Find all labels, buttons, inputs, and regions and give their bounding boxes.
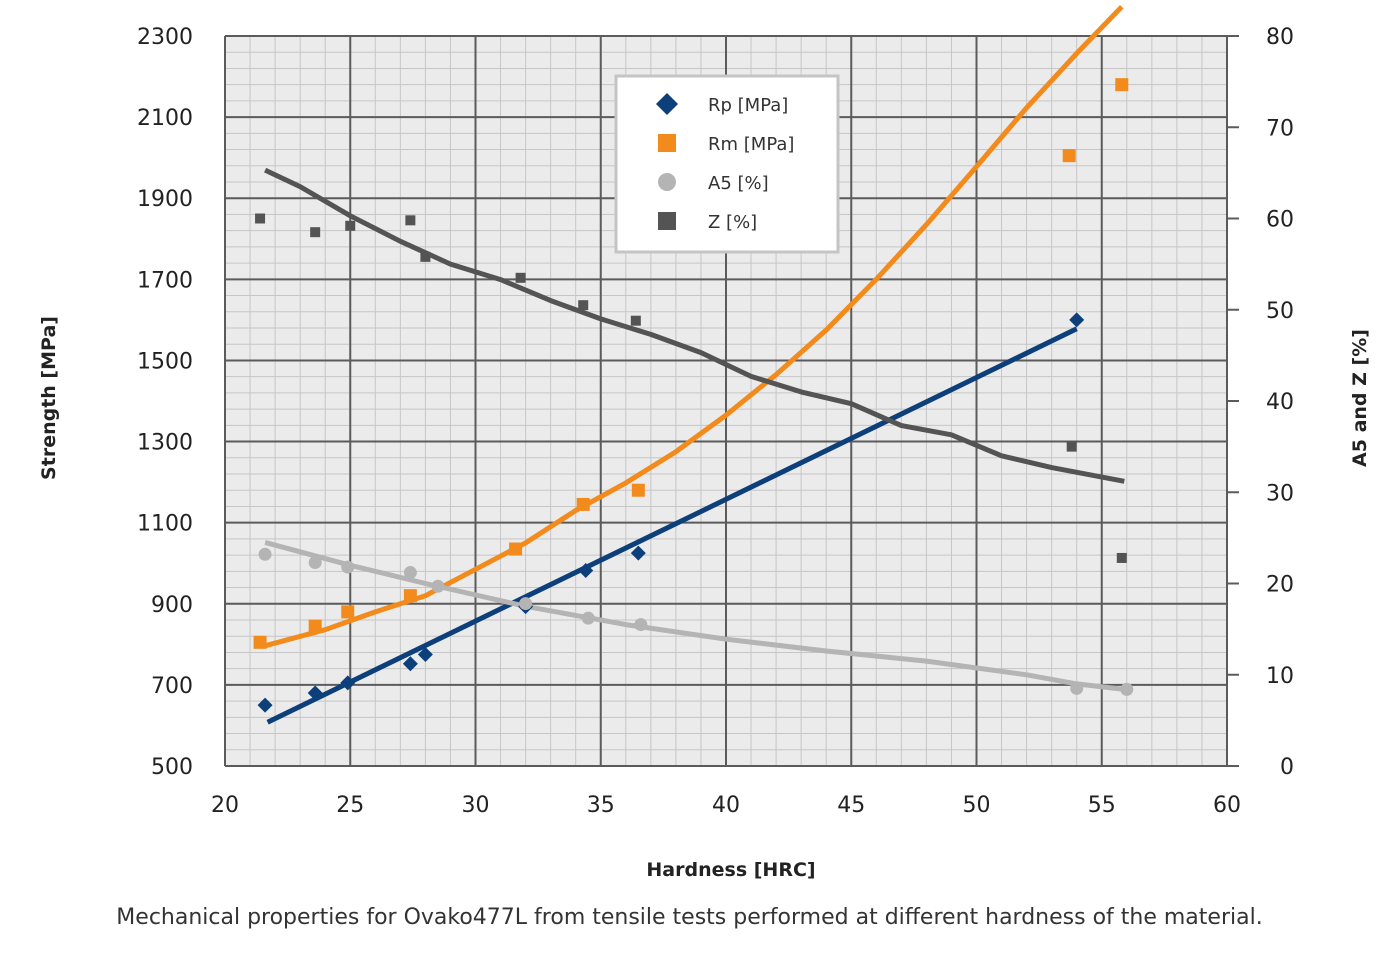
- y2-tick-label: 40: [1266, 390, 1294, 415]
- data-point: [403, 566, 417, 580]
- legend-marker: [658, 212, 676, 230]
- data-point: [578, 300, 589, 311]
- data-point: [253, 635, 267, 649]
- legend-label: Rm [MPa]: [708, 134, 794, 155]
- x-tick-label: 35: [587, 793, 615, 818]
- data-point: [634, 618, 648, 632]
- data-point: [341, 605, 355, 619]
- data-point: [631, 483, 645, 497]
- data-point: [341, 560, 355, 574]
- legend-marker: [658, 173, 676, 191]
- x-tick-label: 50: [963, 793, 991, 818]
- x-tick-label: 25: [336, 793, 364, 818]
- figure-caption: Mechanical properties for Ovako477L from…: [116, 905, 1263, 930]
- legend-label: Z [%]: [708, 212, 757, 233]
- legend-label: A5 [%]: [708, 173, 769, 194]
- x-tick-label: 20: [211, 793, 239, 818]
- data-point: [1070, 681, 1084, 695]
- legend: Rp [MPa] Rm [MPa] A5 [%] Z [%]: [614, 74, 840, 254]
- data-point: [630, 545, 646, 561]
- data-point: [340, 675, 356, 691]
- trend-line: [264, 167, 1125, 484]
- y-tick-label: 2100: [137, 106, 193, 131]
- x-tick-label: 55: [1088, 793, 1116, 818]
- y2-tick-label: 20: [1266, 573, 1294, 598]
- legend-label: Rp [MPa]: [708, 95, 788, 116]
- legend-marker: [656, 93, 678, 115]
- major-grid: [224, 35, 1239, 767]
- x-tick-label: 30: [462, 793, 490, 818]
- y-tick-label: 900: [151, 593, 193, 618]
- data-point: [431, 579, 445, 593]
- x-tick-label: 40: [712, 793, 740, 818]
- data-point: [1069, 312, 1085, 328]
- data-point: [417, 646, 433, 662]
- chart: 20 25 30 35 40 45 50 55 605007009001100130015001…: [38, 5, 1371, 881]
- y2-tick-label: 70: [1266, 116, 1294, 141]
- y-tick-label: 1100: [137, 512, 193, 537]
- y2-axis-title: A5 and Z [%]: [1349, 329, 1371, 467]
- data-point: [420, 251, 431, 262]
- y2-tick-label: 80: [1266, 25, 1294, 50]
- data-point: [307, 685, 323, 701]
- data-point: [519, 597, 533, 611]
- y-tick-label: 1300: [137, 431, 193, 456]
- y2-tick-label: 0: [1280, 755, 1294, 780]
- data-point: [1115, 78, 1129, 92]
- data-point: [308, 619, 322, 633]
- y2-tick-label: 50: [1266, 299, 1294, 324]
- y-axis-title: Strength [MPa]: [38, 316, 60, 480]
- data-point: [578, 563, 594, 579]
- trend-line: [264, 539, 1125, 692]
- data-point: [402, 656, 418, 672]
- data-point: [405, 215, 416, 226]
- data-point: [257, 697, 273, 713]
- y2-tick-label: 10: [1266, 664, 1294, 689]
- tick-labels: 20 25 30 35 40 45 50 55 605007009001100130015001…: [137, 25, 1294, 818]
- trend-line: [261, 5, 1124, 649]
- legend-box: [614, 74, 840, 254]
- data-point: [630, 315, 641, 326]
- y2-tick-label: 60: [1266, 208, 1294, 233]
- y-tick-label: 2300: [137, 25, 193, 50]
- trend-lines: [261, 5, 1125, 725]
- y-tick-label: 700: [151, 674, 193, 699]
- x-axis-title: Hardness [HRC]: [646, 859, 815, 881]
- x-tick-label: 45: [837, 793, 865, 818]
- x-tick-label: 60: [1213, 793, 1241, 818]
- data-point: [581, 611, 595, 625]
- y2-tick-label: 30: [1266, 481, 1294, 506]
- data-point: [308, 556, 322, 570]
- data-point: [515, 272, 526, 283]
- y-tick-label: 1700: [137, 268, 193, 293]
- y-tick-label: 500: [151, 755, 193, 780]
- data-point: [403, 589, 417, 603]
- y-tick-label: 1900: [137, 187, 193, 212]
- data-point: [576, 497, 590, 511]
- trend-line: [266, 326, 1078, 725]
- data-point: [509, 542, 523, 556]
- data-point: [1062, 149, 1076, 163]
- legend-marker: [658, 134, 676, 152]
- data-point: [1120, 682, 1134, 696]
- data-point: [345, 220, 356, 231]
- y-tick-label: 1500: [137, 349, 193, 374]
- data-point: [258, 547, 272, 561]
- data-point: [1116, 552, 1127, 563]
- data-point: [255, 213, 266, 224]
- data-point: [1066, 441, 1077, 452]
- data-markers: [253, 78, 1134, 713]
- data-point: [310, 227, 321, 238]
